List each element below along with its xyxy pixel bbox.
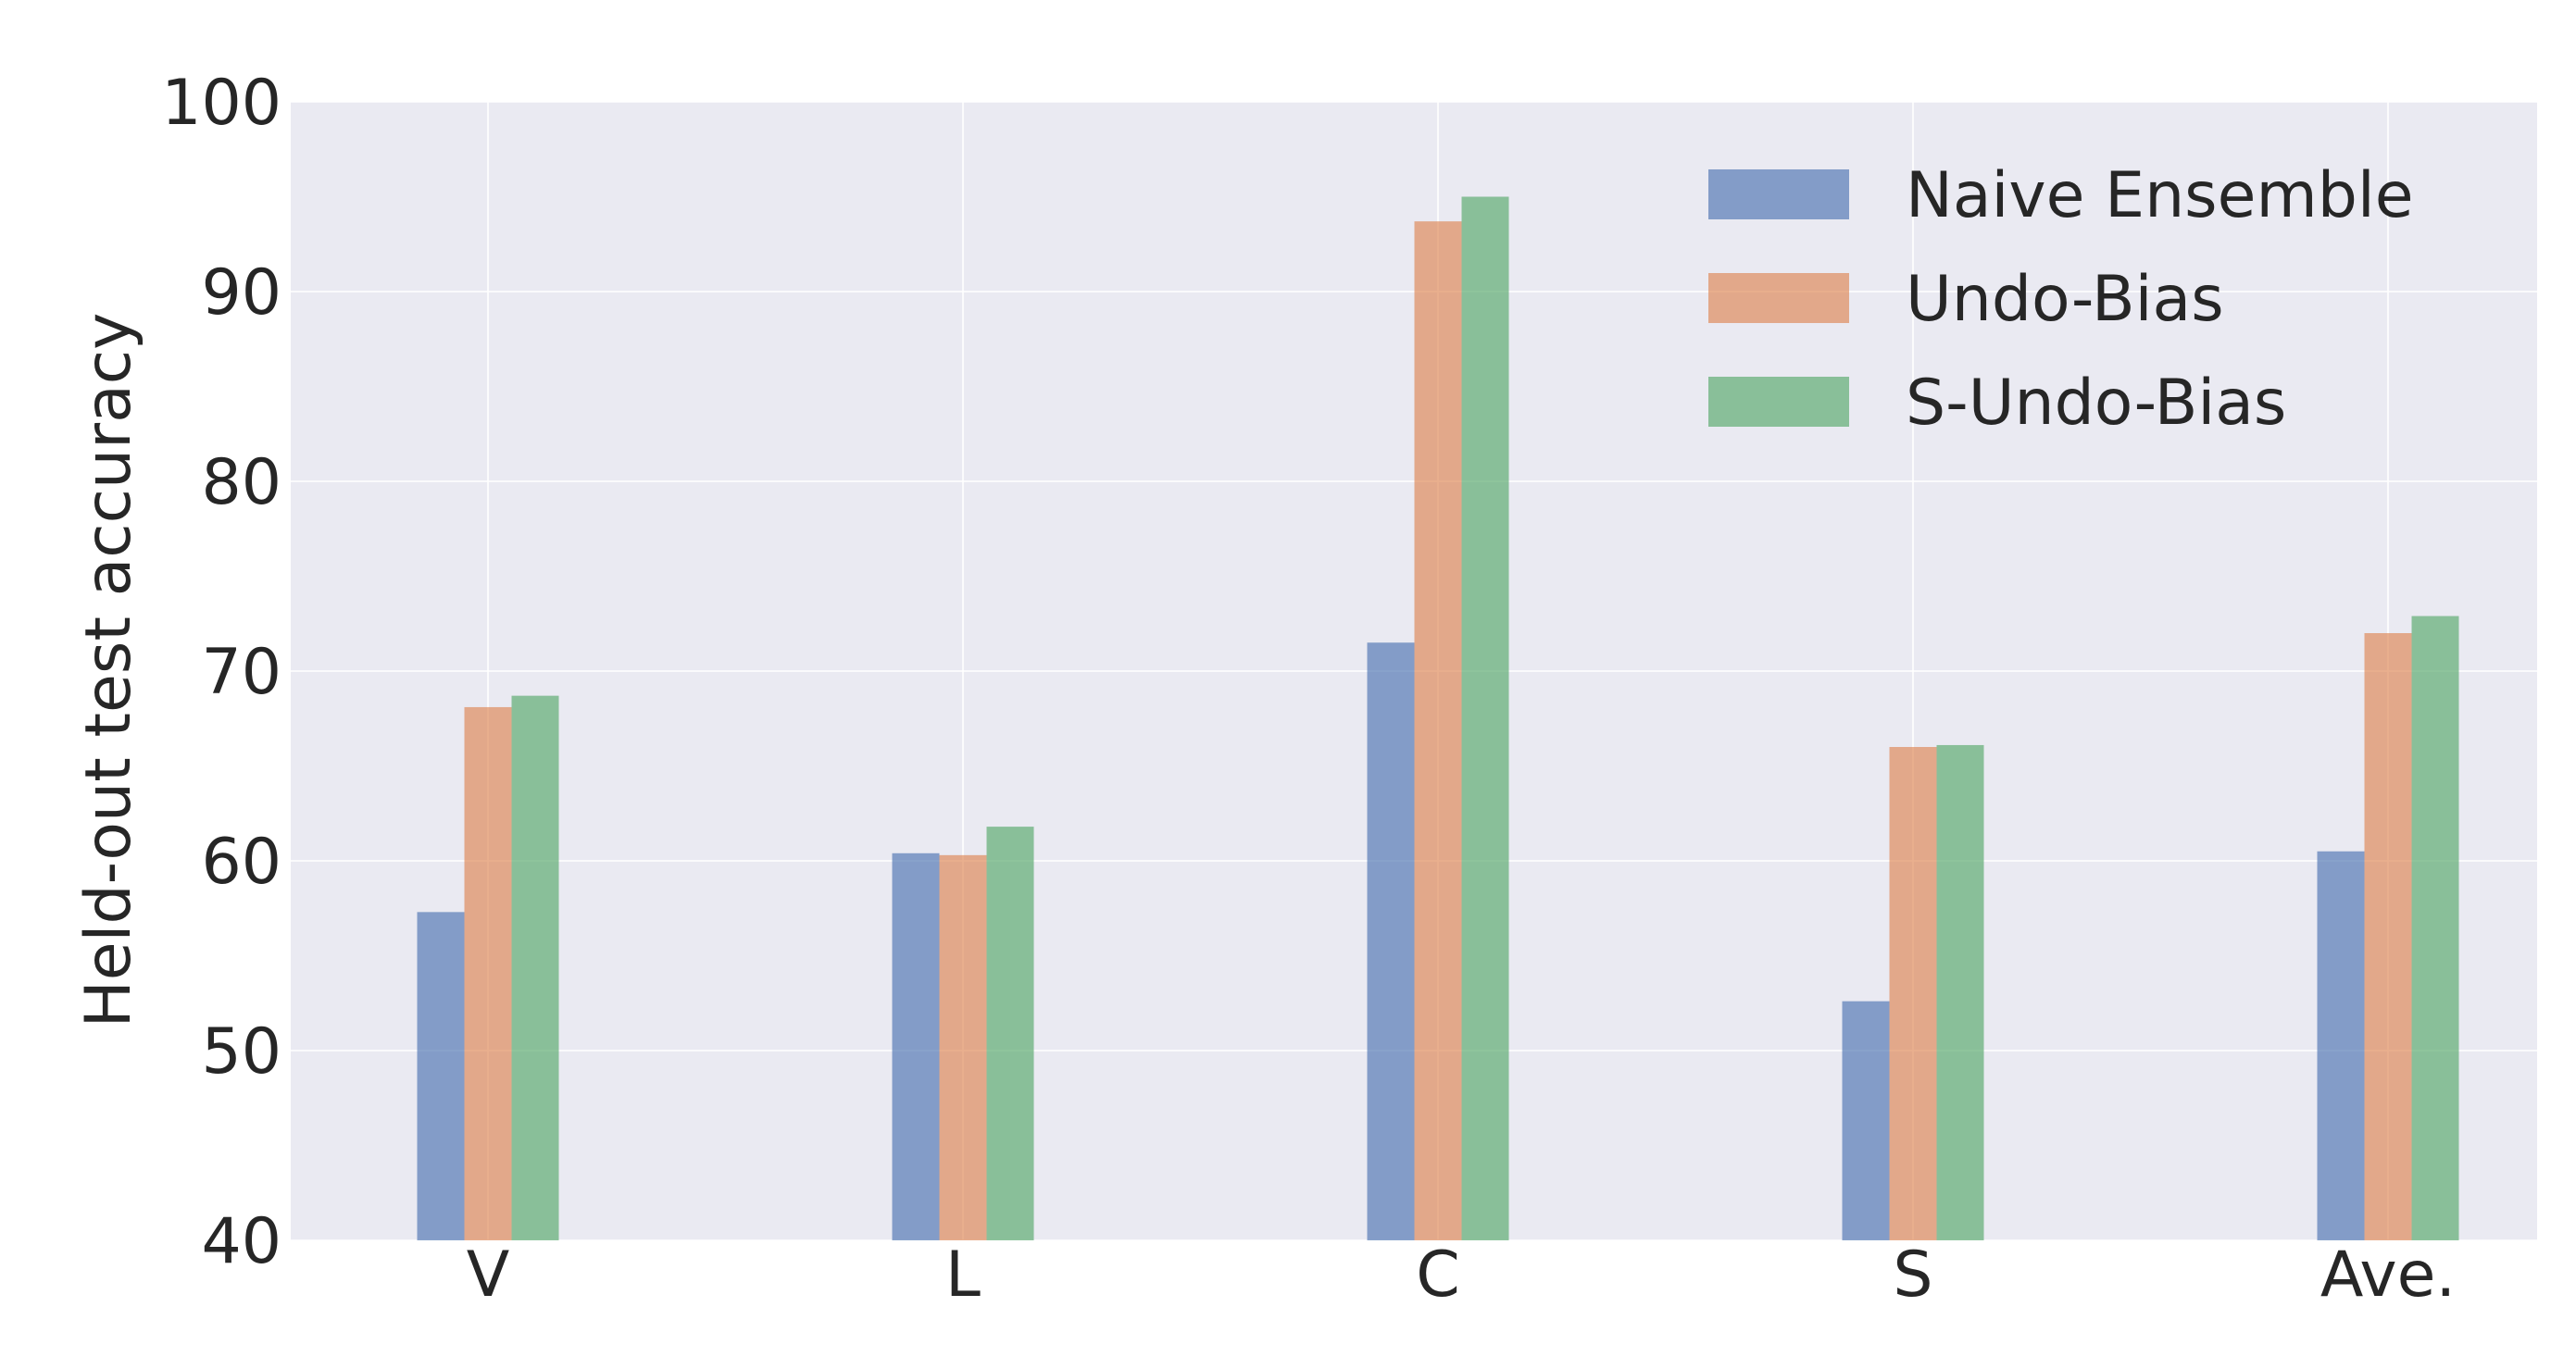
bar-naive-ensemble-c [1367,642,1415,1240]
bar-undo-bias-l [939,854,987,1240]
legend-label: S-Undo-Bias [1906,367,2286,440]
x-tick-label: Ave. [2320,1238,2456,1312]
y-axis-label: Held-out test accuracy [72,313,145,1028]
bar-s-undo-bias-ave [2411,616,2459,1240]
y-tick-label: 50 [201,1015,281,1089]
x-tick-label: S [1893,1238,1932,1312]
y-tick-label: 100 [161,67,281,140]
bar-naive-ensemble-ave [2317,851,2365,1240]
legend-swatch [1708,377,1849,427]
bar-s-undo-bias-v [511,695,559,1240]
bar-naive-ensemble-l [892,853,940,1240]
legend: Naive Ensemble Undo-Bias S-Undo-Bias [1708,159,2414,440]
legend-label: Naive Ensemble [1906,159,2414,232]
legend-label: Undo-Bias [1906,263,2224,336]
y-tick-label: 90 [201,256,281,330]
bar-naive-ensemble-s [1842,1001,1890,1240]
y-tick-label: 80 [201,446,281,519]
bar-naive-ensemble-v [417,912,465,1240]
bar-undo-bias-v [464,706,512,1240]
bar-s-undo-bias-c [1461,196,1509,1240]
x-tick-label: V [467,1238,510,1312]
bars [417,196,2459,1240]
bar-undo-bias-ave [2364,633,2412,1240]
bar-undo-bias-c [1414,221,1462,1240]
x-tick-label: C [1416,1238,1459,1312]
bar-undo-bias-s [1889,747,1937,1240]
bar-s-undo-bias-l [986,827,1034,1240]
legend-swatch [1708,273,1849,323]
legend-swatch [1708,169,1849,219]
x-tick-labels: V L C S Ave. [467,1238,2456,1312]
y-tick-label: 40 [201,1205,281,1278]
bar-s-undo-bias-s [1936,744,1984,1240]
y-tick-label: 70 [201,636,281,709]
y-tick-label: 60 [201,826,281,899]
x-tick-label: L [945,1238,981,1312]
y-tick-labels: 40 50 60 70 80 90 100 [161,67,281,1278]
